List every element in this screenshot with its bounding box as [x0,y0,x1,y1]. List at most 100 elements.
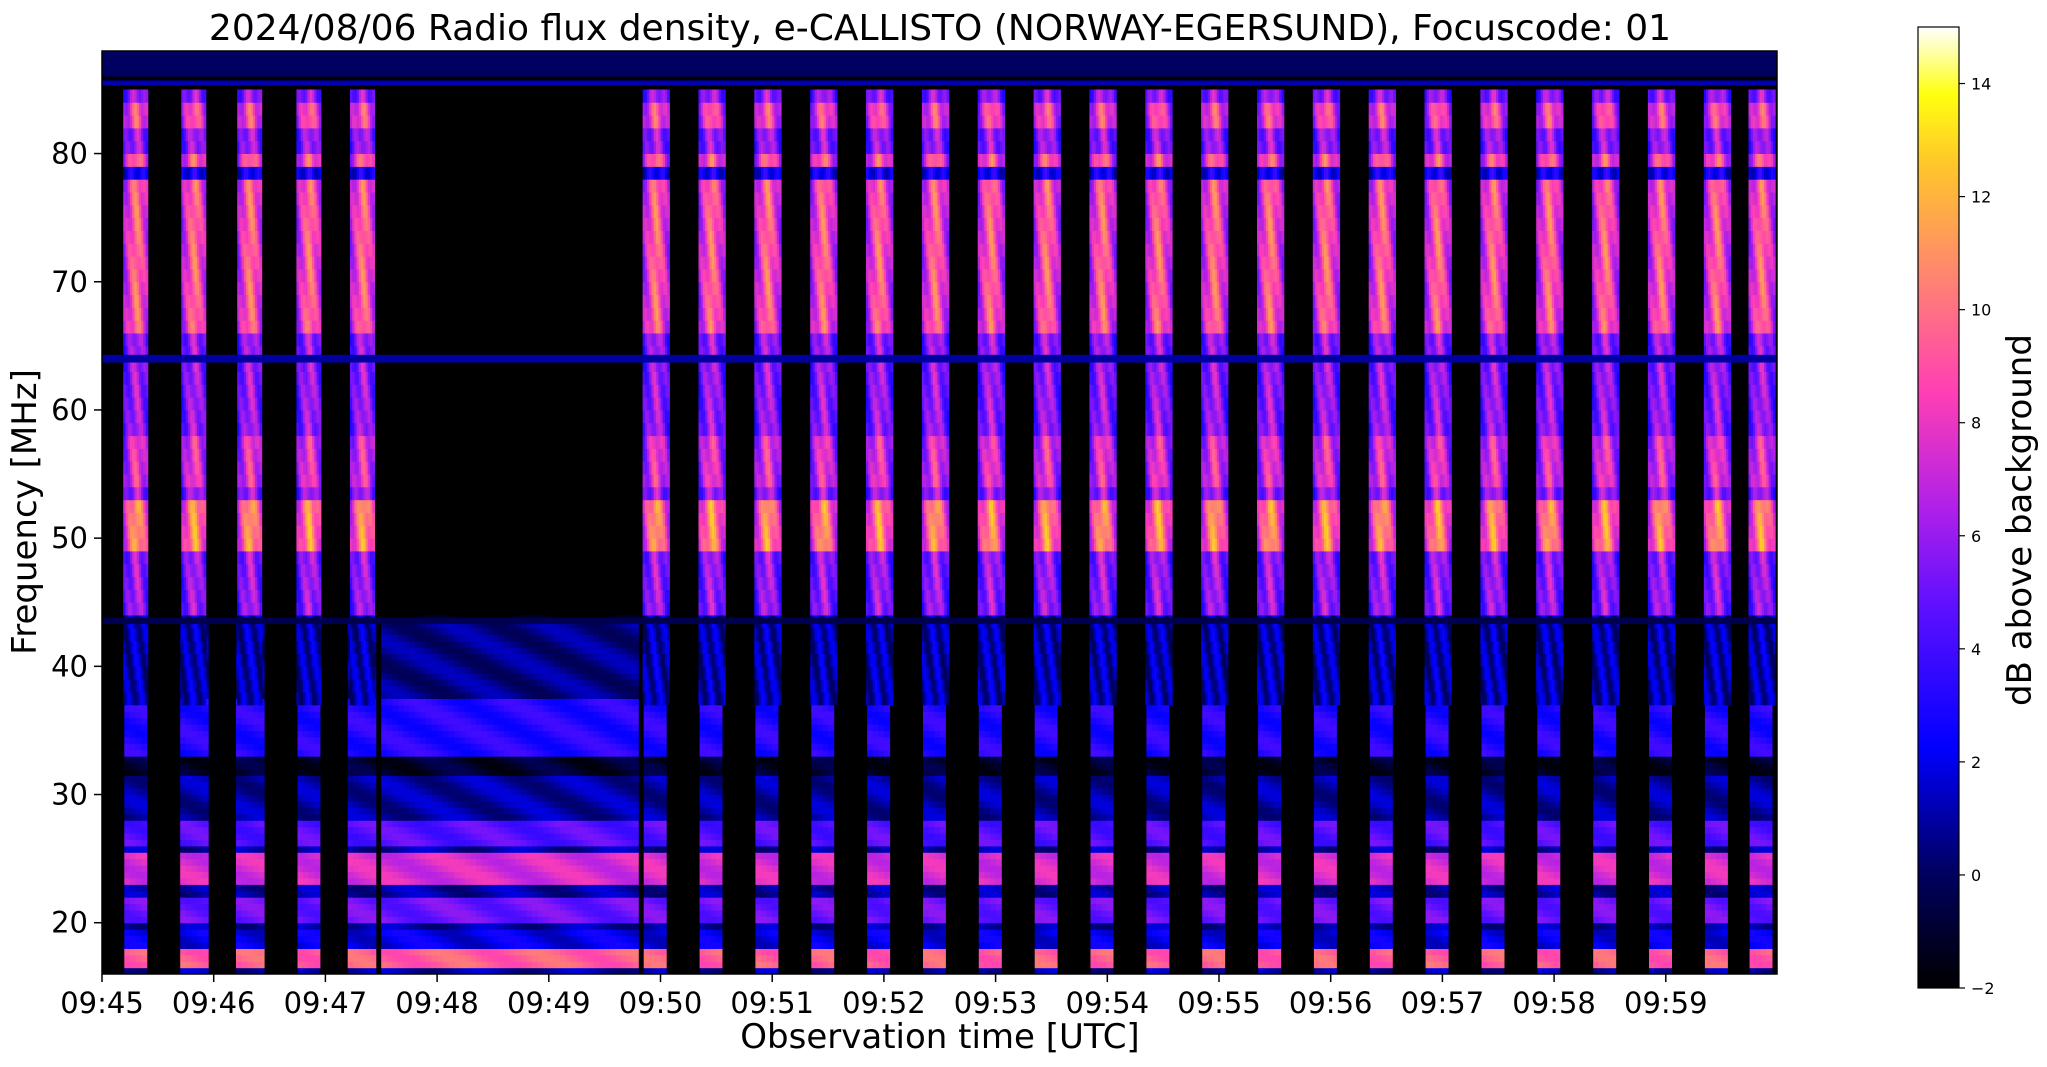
spectrum-cell [577,827,583,834]
spectrum-cell [599,698,605,705]
spectrum-cell [136,948,142,955]
spectrum-cell [661,756,667,763]
spectrum-cell [130,833,136,840]
spectrum-cell [571,846,577,853]
spectrum-cell [454,891,460,898]
spectrum-cell [448,763,454,770]
spectrum-cell [527,961,533,968]
spectrum-cell [594,897,600,904]
spectrum-cell [471,673,477,680]
spectrum-cell [253,961,259,968]
spectrum-cell [661,833,667,840]
spectrum-cell [515,711,521,718]
spectrum-cell [711,865,717,872]
spectrum-cell [515,795,521,802]
spectrum-cell [549,756,555,763]
spectrum-cell [532,897,538,904]
spectrum-cell [649,955,655,962]
spectrum-cell [476,711,482,718]
spectrum-cell [309,833,315,840]
spectrum-cell [521,666,527,673]
spectrum-cell [823,891,829,898]
spectrum-cell [577,801,583,808]
spectrum-cell [884,955,890,962]
spectrum-cell [487,955,493,962]
spectrum-cell [130,769,136,776]
spectrum-cell [655,711,661,718]
spectrum-cell [392,865,398,872]
spectrum-cell [309,852,315,859]
spectrum-cell [303,782,309,789]
spectrum-cell [387,871,393,878]
spectrum-cell [203,961,209,968]
spectrum-cell [420,641,426,648]
spectrum-cell [420,756,426,763]
spectrum-cell [633,743,639,750]
spectrum-cell [459,871,465,878]
spectrum-cell [577,916,583,923]
spectrum-cell [482,807,488,814]
spectrum-cell [633,763,639,770]
spectrum-cell [426,929,432,936]
spectrum-cell [811,955,817,962]
spectrum-cell [767,807,773,814]
spectrum-cell [588,865,594,872]
spectrum-cell [661,814,667,821]
spectrum-cell [459,686,465,693]
spectrum-cell [577,878,583,885]
spectrum-cell [549,820,555,827]
spectrum-cell [432,788,438,795]
spectrum-cell [549,692,555,699]
spectrum-cell [365,936,371,943]
spectrum-cell [510,871,516,878]
spectrum-cell [527,833,533,840]
spectrum-cell [823,711,829,718]
spectrum-cell [499,743,505,750]
spectrum-cell [716,763,722,770]
spectrum-cell [605,942,611,949]
spectrum-cell [566,942,572,949]
spectrum-cell [476,743,482,750]
spectrum-cell [437,916,443,923]
spectrum-cell [538,718,544,725]
spectrum-cell [510,833,516,840]
spectrum-cell [711,756,717,763]
spectrum-cell [392,948,398,955]
spectrum-cell [314,820,320,827]
spectrum-cell [493,705,499,712]
spectrum-cell [348,910,354,917]
spectrum-cell [560,904,566,911]
spectrum-cell [432,705,438,712]
spectrum-cell [878,718,884,725]
spectrum-cell [459,737,465,744]
spectrum-cell [510,718,516,725]
spectrum-cell [448,724,454,731]
spectrum-cell [532,801,538,808]
spectrum-cell [404,750,410,757]
spectrum-cell [527,769,533,776]
spectrum-cell [610,718,616,725]
spectrum-cell [878,948,884,955]
spectrum-cell [811,775,817,782]
spectrum-cell [499,711,505,718]
spectrum-cell [454,833,460,840]
spectrum-cell [124,865,130,872]
spectrum-cell [527,929,533,936]
spectrum-cell [538,814,544,821]
spectrum-cell [878,961,884,968]
spectrum-cell [303,788,309,795]
spectrum-cell [409,897,415,904]
spectrum-cell [521,641,527,648]
spectrum-cell [258,750,264,757]
spectrum-cell [649,910,655,917]
spectrum-cell [633,897,639,904]
spectrum-cell [370,833,376,840]
spectrum-cell [253,801,259,808]
spectrum-cell [610,839,616,846]
spectrum-cell [543,859,549,866]
spectrum-cell [711,718,717,725]
spectrum-cell [828,871,834,878]
spectrum-cell [432,692,438,699]
spectrum-cell [817,859,823,866]
spectrum-cell [543,961,549,968]
